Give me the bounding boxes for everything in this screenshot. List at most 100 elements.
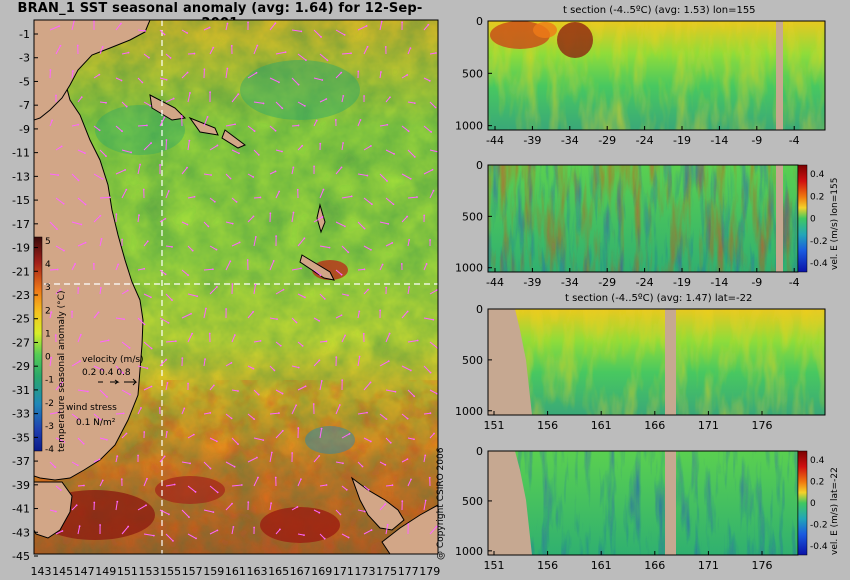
velocity-arrow (407, 196, 418, 199)
velocity-arrow-head (99, 287, 102, 289)
velocity-arrow (407, 101, 415, 104)
velocity-arrow-head (380, 71, 382, 73)
section-x-tick-label: -34 (561, 276, 579, 289)
velocity-arrow-head (432, 318, 435, 321)
velocity-arrow (423, 125, 432, 133)
velocity-arrow (297, 478, 302, 487)
velocity-arrow (99, 46, 104, 55)
velocity-arrow (165, 190, 170, 199)
velocity-arrow (341, 485, 348, 491)
velocity-arrow-head (229, 177, 232, 180)
section-x-tick-label: -4 (789, 276, 800, 289)
velocity-arrow (357, 356, 361, 367)
velocity-arrow-head (381, 263, 384, 266)
velocity-arrow (143, 293, 152, 298)
panel3-t-section-lat22 (487, 308, 826, 416)
section-y-tick-label: 0 (476, 159, 483, 172)
velocity-arrow (55, 289, 61, 295)
velocity-arrow (99, 101, 107, 104)
velocity-arrow-head (84, 241, 87, 244)
velocity-arrow (225, 123, 236, 127)
velocity-arrow-head (370, 203, 373, 206)
velocity-arrow (137, 317, 145, 325)
velocity-arrow (99, 389, 108, 398)
velocity-arrow-head (409, 369, 412, 372)
velocity-arrow (429, 433, 435, 439)
velocity-arrow-head (322, 188, 325, 191)
velocity-arrow-head (120, 22, 122, 25)
velocity-arrow (203, 509, 214, 513)
velocity-arrow (407, 47, 411, 55)
velocity-arrow (423, 24, 429, 31)
map-y-tick-label: -3 (19, 52, 30, 65)
panel2-vel-lon155: 0.4 0.2 0 -0.2 -0.4 (487, 164, 828, 273)
velocity-arrow-head (76, 464, 79, 467)
vel-colorbar-1 (797, 164, 808, 273)
velocity-arrow-head (51, 119, 54, 122)
velocity-arrow-head (101, 479, 104, 482)
velocity-arrow (159, 29, 165, 35)
velocity-arrow-head (166, 381, 169, 384)
velocity-arrow (269, 77, 280, 83)
velocity-arrow (269, 503, 272, 511)
section-x-tick-label: 176 (752, 559, 773, 572)
velocity-arrow-head (388, 332, 391, 335)
velocity-arrow (99, 287, 102, 295)
velocity-arrow (247, 125, 255, 132)
section-x-tick-label: -9 (751, 134, 762, 147)
velocity-arrow (357, 509, 365, 512)
velocity-arrow-head (274, 476, 277, 479)
land-png (34, 20, 151, 121)
velocity-arrow (209, 437, 218, 442)
velocity-arrow-head (279, 344, 282, 347)
velocity-arrow-head (369, 440, 372, 443)
velocity-arrow-head (59, 489, 62, 491)
velocity-arrow-head (291, 452, 294, 454)
section-x-tick-label: -19 (673, 134, 691, 147)
velocity-arrow-head (231, 283, 234, 285)
velocity-arrow-head (167, 513, 170, 516)
velocity-arrow (269, 365, 275, 371)
velocity-arrow (77, 96, 83, 103)
section-x-tick-label: 166 (644, 559, 665, 572)
velocity-arrow-head (429, 239, 432, 241)
velocity-arrow-head (252, 176, 255, 178)
velocity-arrow-head (216, 491, 219, 494)
velocity-arrow-head (301, 144, 304, 147)
velocity-arrow (209, 145, 218, 151)
section-y-tick-label: 500 (462, 67, 483, 80)
velocity-arrow (357, 461, 363, 467)
velocity-arrow-head (189, 92, 191, 94)
copyright-text: @ Copyright CSIRO 2006 (436, 447, 446, 560)
velocity-arrow (335, 461, 344, 464)
velocity-arrow-head (193, 195, 196, 198)
velocity-arrow (275, 191, 280, 199)
velocity-arrow (165, 53, 171, 59)
velocity-arrow-head (303, 104, 306, 107)
velocity-arrow-head (319, 142, 322, 145)
velocity-arrow-head (256, 456, 258, 459)
velocity-arrow-head (101, 46, 104, 48)
velocity-arrow (401, 458, 408, 463)
velocity-arrow (253, 389, 260, 395)
velocity-arrow-head (315, 119, 318, 122)
velocity-arrow (231, 93, 239, 103)
velocity-arrow (115, 412, 124, 415)
velocity-arrow-head (215, 248, 218, 251)
velocity-arrow-head (416, 339, 419, 342)
velocity-arrow (357, 173, 368, 177)
map-y-tick-label: -19 (12, 242, 30, 255)
velocity-arrow-head (213, 200, 216, 203)
velocity-arrow-head (233, 465, 236, 468)
velocity-arrow-head (358, 310, 361, 313)
velocity-arrow (165, 533, 174, 542)
map-x-tick-label: 163 (247, 565, 268, 578)
velocity-arrow (253, 477, 259, 487)
velocity-arrow (407, 389, 415, 397)
velocity-arrow (55, 530, 63, 535)
velocity-arrow (335, 404, 341, 415)
velocity-arrow (401, 413, 408, 419)
velocity-arrow (49, 411, 60, 415)
map-y-tick-label: -21 (12, 265, 30, 278)
